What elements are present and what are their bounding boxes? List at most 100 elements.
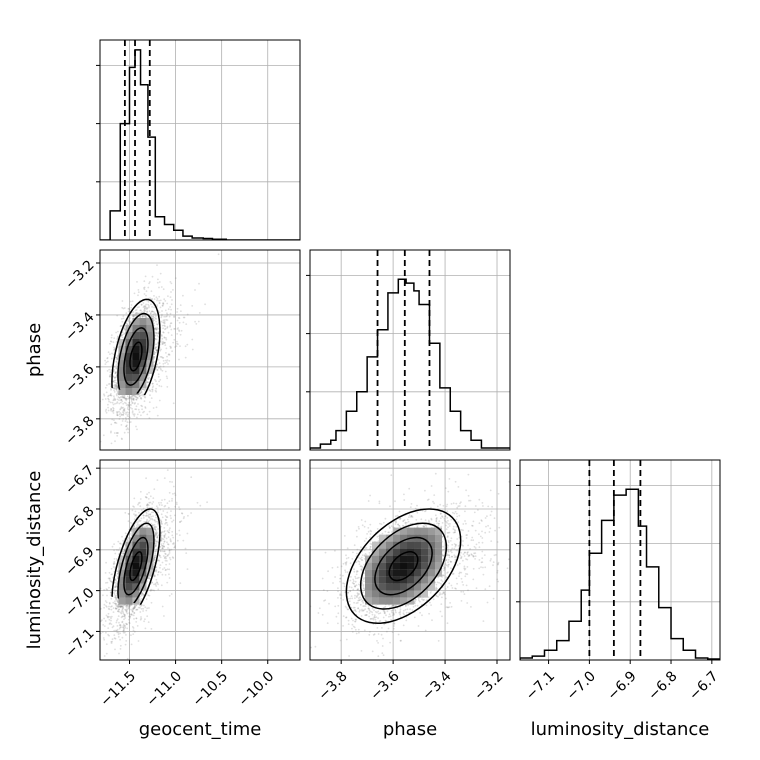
sample-point <box>108 623 111 625</box>
sample-point <box>115 629 118 632</box>
sample-point <box>133 630 136 633</box>
sample-point <box>164 515 167 517</box>
sample-point <box>152 589 154 591</box>
sample-point <box>137 291 140 294</box>
sample-point <box>148 501 151 504</box>
sample-point <box>167 506 170 509</box>
sample-point <box>115 597 118 600</box>
sample-point <box>166 386 169 388</box>
sample-point <box>119 399 122 401</box>
sample-point <box>139 611 142 613</box>
sample-point <box>110 623 113 625</box>
sample-point <box>169 345 172 348</box>
sample-point <box>169 324 172 327</box>
sample-point <box>110 615 113 618</box>
sample-point <box>161 523 163 525</box>
sample-point <box>116 338 119 340</box>
sample-point <box>154 347 157 349</box>
sample-point <box>131 528 133 531</box>
sample-point <box>105 601 108 604</box>
sample-point <box>180 310 182 313</box>
sample-point <box>115 607 117 610</box>
sample-point <box>150 515 153 518</box>
sample-point <box>117 605 120 608</box>
sample-point <box>142 302 145 304</box>
sample-point <box>149 390 152 392</box>
sample-point <box>130 533 133 535</box>
sample-point <box>130 613 133 616</box>
sample-point <box>110 567 113 570</box>
sample-point <box>136 281 138 283</box>
sample-point <box>115 361 118 363</box>
sample-point <box>170 303 173 306</box>
sample-point <box>145 308 148 310</box>
sample-point <box>161 550 164 553</box>
sample-point <box>142 514 145 517</box>
sample-point <box>157 522 159 525</box>
sample-point <box>121 609 124 611</box>
sample-point <box>127 512 130 515</box>
sample-point <box>132 607 135 610</box>
sample-point <box>145 512 148 515</box>
sample-point <box>115 432 118 434</box>
sample-point <box>130 530 133 532</box>
sample-point <box>109 579 111 582</box>
sample-point <box>155 533 158 536</box>
sample-point <box>182 316 185 319</box>
sample-point <box>170 322 173 324</box>
sample-point <box>103 393 105 396</box>
sample-point <box>154 327 157 330</box>
sample-point <box>173 546 176 549</box>
sample-point <box>107 406 109 409</box>
sample-point <box>120 414 123 416</box>
sample-point <box>112 376 115 378</box>
sample-point <box>178 329 180 331</box>
sample-point <box>145 609 148 612</box>
sample-point <box>145 496 148 499</box>
sample-point <box>170 328 173 331</box>
sample-point <box>165 537 168 540</box>
sample-point <box>127 537 130 540</box>
sample-point <box>168 500 171 503</box>
sample-point <box>156 281 159 284</box>
sample-point <box>133 315 135 318</box>
sample-point <box>125 397 128 400</box>
sample-point <box>179 345 181 347</box>
sample-point <box>206 501 209 504</box>
sample-point <box>155 349 158 351</box>
sample-point <box>123 550 126 553</box>
sample-point <box>148 417 151 419</box>
sample-point <box>129 323 131 325</box>
sample-point <box>160 522 163 525</box>
sample-point <box>126 411 129 414</box>
sample-point <box>133 497 136 500</box>
sample-point <box>147 286 150 289</box>
sample-point <box>122 406 124 409</box>
sample-point <box>131 411 134 414</box>
sample-point <box>120 424 123 426</box>
sample-point <box>140 311 143 314</box>
sample-point <box>95 644 97 646</box>
sample-point <box>114 421 117 424</box>
sample-point <box>150 312 152 314</box>
sample-point <box>148 410 151 413</box>
sample-point <box>153 353 155 355</box>
sample-point <box>114 385 116 388</box>
sample-point <box>144 310 147 312</box>
sample-point <box>114 376 117 379</box>
sample-point <box>153 488 156 491</box>
sample-point <box>119 624 122 626</box>
sample-point <box>110 430 112 433</box>
sample-point <box>105 361 108 364</box>
sample-point <box>134 312 137 315</box>
density-cell <box>146 366 154 374</box>
sample-point <box>122 631 125 634</box>
sample-point <box>128 405 131 408</box>
sample-point <box>116 314 119 317</box>
sample-point <box>129 395 132 398</box>
sample-point <box>98 390 100 392</box>
sample-point <box>154 539 157 541</box>
sample-point <box>159 564 162 566</box>
y-tick-label: −3.8 <box>62 413 97 448</box>
sample-point <box>104 363 107 365</box>
